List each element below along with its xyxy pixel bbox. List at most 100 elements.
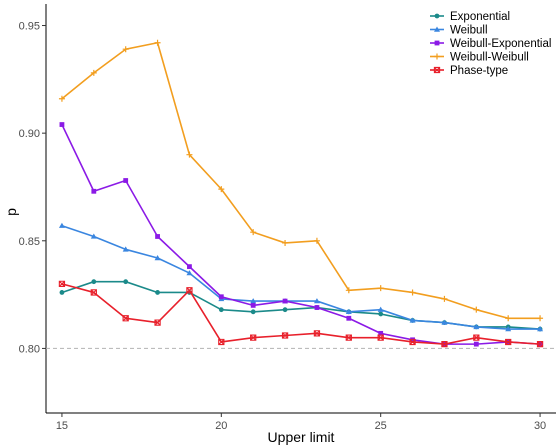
legend-label: Exponential [450,11,510,23]
data-point [441,319,448,325]
data-point [155,290,160,295]
data-point [434,26,440,32]
series-line [61,283,541,345]
data-point [218,338,225,346]
x-ticks: 15 20 25 30 [56,413,546,432]
data-point [250,298,257,304]
data-point [91,188,97,194]
legend-label: Phase-type [450,65,508,77]
data-point [154,255,161,261]
data-point [345,334,352,341]
data-point [313,237,320,244]
legend-item: Weibull [430,25,488,37]
legend-label: Weibull-Exponential [450,38,551,50]
data-point [218,186,225,193]
data-point [250,302,256,308]
data-point [218,294,224,300]
data-point [378,330,384,336]
data-point [505,338,512,346]
data-point [313,330,321,337]
data-point [122,315,129,322]
data-point [250,229,257,236]
data-point [346,315,352,321]
data-point [186,151,193,158]
data-point [155,234,160,239]
data-point [58,280,66,287]
data-point [314,305,320,310]
series-exponential [59,279,543,332]
data-point [434,13,440,19]
data-point [409,338,416,346]
data-point [91,279,97,285]
data-point [378,311,384,317]
data-point [250,334,257,341]
data-point [123,279,129,285]
series-line [61,124,541,345]
data-point [154,39,161,46]
y-tick-label: 0.85 [19,236,40,248]
y-tick-label: 0.80 [19,343,40,355]
y-tick-label: 0.95 [19,21,40,33]
series-weibull-weibull [58,39,544,322]
series-line [61,41,541,320]
data-point [154,319,161,326]
x-tick-label: 30 [534,420,546,432]
data-point [58,222,65,228]
data-point [90,69,97,76]
data-point [282,307,288,313]
data-point [473,323,480,330]
legend-item: Exponential [430,11,510,23]
data-point [505,315,512,322]
data-point [377,306,384,312]
data-point [250,309,256,315]
x-tick-label: 15 [56,420,68,432]
data-point [536,340,544,348]
data-point [441,340,448,348]
data-point [90,289,97,296]
series-weibull-exponential [59,122,543,347]
data-point [281,332,289,339]
data-point [58,95,65,102]
data-point [122,246,129,252]
data-point [345,287,352,294]
series-layer [58,39,544,348]
data-point [59,122,65,127]
legend-item: Weibull-Weibull [430,52,529,64]
data-point [433,66,441,74]
legend-item: Weibull-Exponential [430,38,551,50]
data-point [59,290,65,295]
x-tick-label: 25 [375,420,387,432]
data-point [282,239,289,246]
data-point [122,46,129,53]
data-point [434,40,440,46]
y-ticks: 0.80 0.85 0.90 0.95 [19,21,46,355]
legend-label: Weibull-Weibull [450,52,529,64]
y-axis-title: p [3,208,19,216]
data-point [537,315,544,322]
x-axis-title: Upper limit [268,429,335,445]
data-point [90,233,97,239]
data-point [186,287,193,294]
data-point [313,298,320,304]
data-point [187,264,192,270]
data-point [409,289,416,296]
data-point [537,326,544,332]
y-tick-label: 0.90 [19,128,40,140]
data-point [186,270,193,276]
series-phase-type [58,280,544,348]
data-point [441,295,448,302]
data-point [345,308,352,315]
data-point [377,334,384,341]
legend-label: Weibull [450,25,488,37]
data-point [505,326,512,332]
series-line [61,224,541,330]
data-point [434,53,440,60]
data-point [123,178,129,183]
data-point [282,298,288,304]
legend-item: Phase-type [430,65,508,77]
series-weibull [58,222,544,332]
data-point [377,285,384,292]
